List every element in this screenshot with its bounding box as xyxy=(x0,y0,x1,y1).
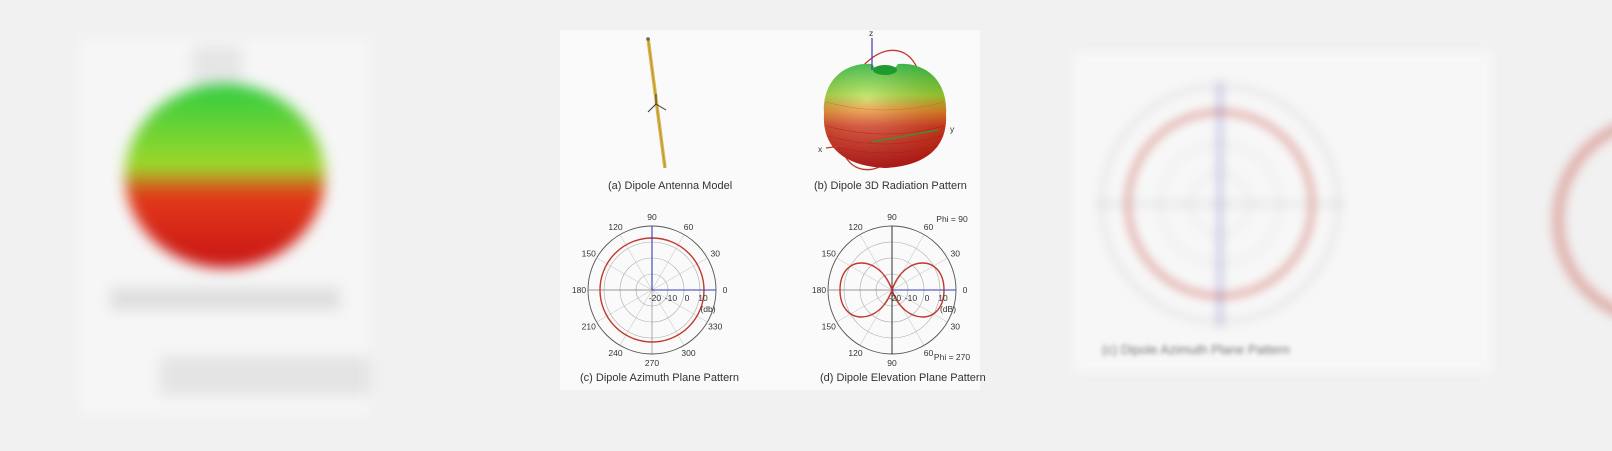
elevation-radial-label: 10 xyxy=(938,293,948,303)
caption-a: (a) Dipole Antenna Model xyxy=(608,180,733,192)
blurred-caption-right: (c) Dipole Azimuth Plane Pattern xyxy=(1102,342,1290,357)
elevation-angle-label: 0 xyxy=(963,285,968,295)
blurred-right-thumbnail xyxy=(1072,52,1492,372)
azimuth-radial-label: 10 xyxy=(698,293,708,303)
elevation-polar-plot: 90 60 30 0 180 150 120 30 60 90 120 150 -20 -10 0 10(dB… xyxy=(812,212,970,368)
azimuth-angle-label: 330 xyxy=(708,322,722,332)
azimuth-angle-label: 90 xyxy=(647,212,657,222)
azimuth-angle-label: 150 xyxy=(582,249,596,259)
radiation-pattern-3d: z y x xyxy=(818,30,955,171)
elevation-angle-label: 60 xyxy=(924,222,934,232)
elevation-angle-label: 30 xyxy=(950,249,960,259)
azimuth-angle-label: 0 xyxy=(723,285,728,295)
elevation-angle-label: 90 xyxy=(887,358,897,368)
elevation-unit-label: (dB) xyxy=(940,304,956,314)
azimuth-angle-label: 30 xyxy=(710,249,720,259)
elevation-radial-label: -10 xyxy=(905,293,918,303)
elevation-angle-label: 30 xyxy=(950,322,960,332)
caption-d: (d) Dipole Elevation Plane Pattern xyxy=(820,372,986,384)
elevation-angle-label: 180 xyxy=(812,285,826,295)
elevation-angle-label: 120 xyxy=(848,222,862,232)
elevation-angle-label: 60 xyxy=(924,348,934,358)
elevation-angle-label: 90 xyxy=(887,212,897,222)
phi-bottom-label: Phi = 270 xyxy=(934,352,970,362)
azimuth-angle-label: 210 xyxy=(582,322,596,332)
blurred-lobe-graphic xyxy=(110,46,370,396)
blurred-left-thumbnail xyxy=(80,38,370,414)
elevation-angle-label: 120 xyxy=(848,348,862,358)
azimuth-angle-label: 120 xyxy=(608,222,622,232)
caption-c: (c) Dipole Azimuth Plane Pattern xyxy=(580,372,739,384)
azimuth-angle-label: 60 xyxy=(684,222,694,232)
elevation-angle-label: 150 xyxy=(822,322,836,332)
azimuth-angle-label: 300 xyxy=(681,348,695,358)
y-axis xyxy=(871,129,939,143)
z-axis-label: z xyxy=(869,30,873,38)
x-axis-label: x xyxy=(818,144,823,154)
figure-panel: (a) Dipole Antenna Model z xyxy=(560,30,986,390)
caption-b: (b) Dipole 3D Radiation Pattern xyxy=(814,180,967,192)
elevation-lobe-left xyxy=(839,262,893,318)
azimuth-angle-label: 270 xyxy=(645,358,659,368)
elevation-angle-label: 150 xyxy=(822,249,836,259)
azimuth-angle-label: 180 xyxy=(572,285,586,295)
elevation-radial-label: -20 xyxy=(889,293,902,303)
azimuth-unit-label: (db) xyxy=(700,304,715,314)
blurred-edge-fragment xyxy=(1548,70,1612,370)
y-axis-label: y xyxy=(950,124,955,134)
x-axis xyxy=(825,141,873,149)
azimuth-radial-label: -20 xyxy=(649,293,662,303)
azimuth-radial-label: 0 xyxy=(685,293,690,303)
elevation-radial-label: 0 xyxy=(925,293,930,303)
azimuth-angle-label: 240 xyxy=(608,348,622,358)
phi-top-label: Phi = 90 xyxy=(936,214,968,224)
blurred-polar-graphic xyxy=(1096,82,1344,326)
azimuth-radial-label: -10 xyxy=(665,293,678,303)
dipole-antenna-model xyxy=(646,37,667,169)
